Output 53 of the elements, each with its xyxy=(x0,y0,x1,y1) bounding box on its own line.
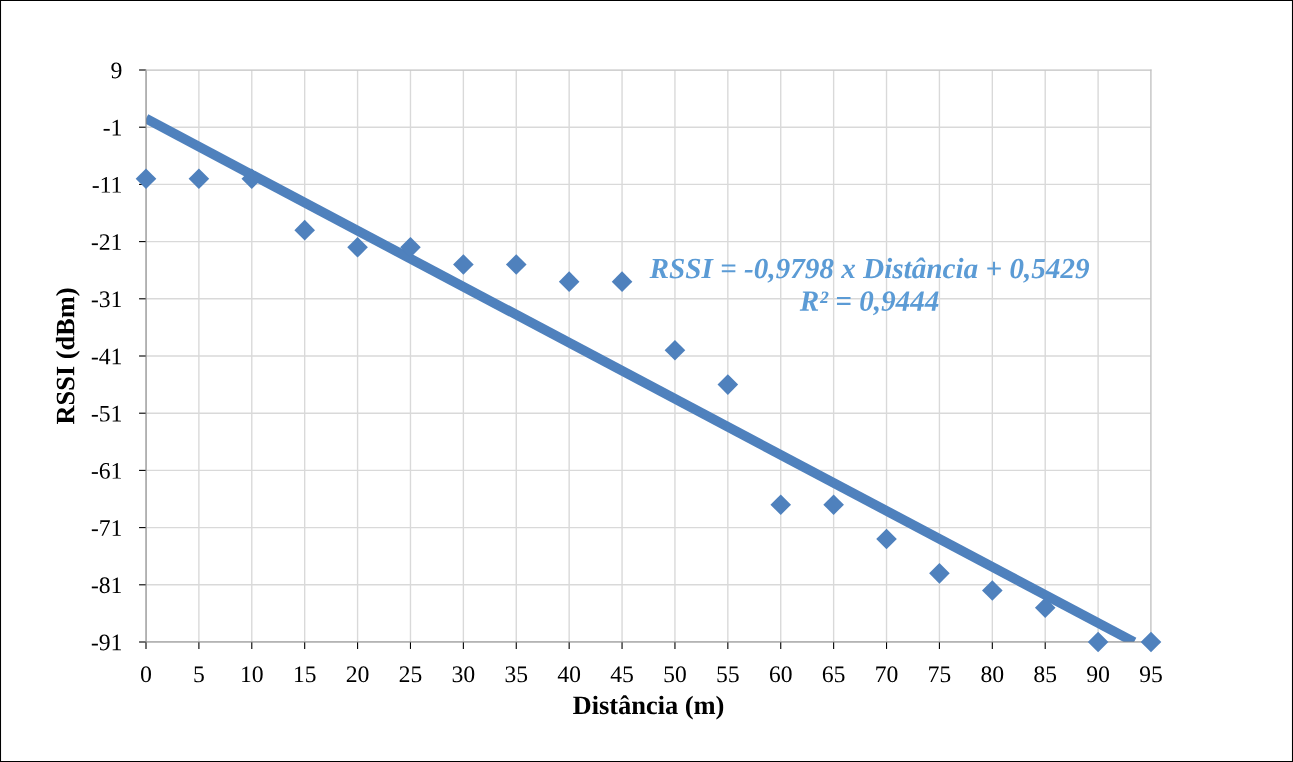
x-tick-label: 75 xyxy=(929,666,951,683)
x-tick-label: 0 xyxy=(141,666,151,683)
point xyxy=(717,374,739,395)
x-axis-title: Distância (m) xyxy=(573,695,724,720)
point xyxy=(1087,631,1109,653)
y-tick-label: -31 xyxy=(91,291,121,308)
y-tick-label: -61 xyxy=(91,462,121,479)
x-tick-label: 40 xyxy=(557,666,581,683)
y-tick-label: -81 xyxy=(91,577,121,594)
point xyxy=(505,254,527,275)
x-tick-label: 50 xyxy=(664,666,686,683)
point xyxy=(347,237,368,258)
y-tick-label: -71 xyxy=(91,520,121,536)
y-tick-label: -41 xyxy=(91,348,121,365)
y-tick-label: 9 xyxy=(111,62,122,79)
point xyxy=(1034,597,1056,618)
x-tick-label: 85 xyxy=(1034,666,1057,683)
x-tick-label: 90 xyxy=(1087,666,1110,683)
point xyxy=(876,528,897,550)
point xyxy=(453,254,474,275)
x-tick-label: 25 xyxy=(399,666,422,683)
x-tick-label: 60 xyxy=(769,666,792,683)
x-tick-label: 5 xyxy=(194,666,204,683)
point xyxy=(188,168,210,189)
point xyxy=(135,168,157,189)
annotation: RSSI = -0,9798 x Distância + 0,5429 R² = 0,9444 xyxy=(649,257,1090,316)
x-tick-label: 20 xyxy=(346,666,369,683)
y-tick-label: -21 xyxy=(91,234,121,250)
y-axis-title: RSSI (dBm) xyxy=(55,288,80,425)
x-tick-label: 70 xyxy=(876,666,898,683)
point xyxy=(823,494,844,516)
y-tick-label: -1 xyxy=(103,119,121,136)
point xyxy=(929,563,950,584)
point xyxy=(558,271,580,292)
x-tick-label: 45 xyxy=(610,666,633,683)
point xyxy=(770,494,792,516)
y-tick-label: -51 xyxy=(91,405,121,422)
point xyxy=(1140,631,1162,653)
x-tick-label: 80 xyxy=(981,666,1004,683)
x-tick-label: 95 xyxy=(1139,666,1162,683)
x-tick-label: 65 xyxy=(822,666,845,683)
point xyxy=(982,580,1003,601)
x-tick-label: 55 xyxy=(717,666,739,683)
x-tick-label: 30 xyxy=(452,666,475,683)
point xyxy=(400,237,421,258)
x-tick-label: 35 xyxy=(505,666,528,683)
y-tick-label: -91 xyxy=(91,634,121,651)
point xyxy=(611,271,633,292)
x-tick-label: 10 xyxy=(242,666,263,683)
point xyxy=(664,339,686,361)
point xyxy=(294,219,315,241)
y-tick-label: -11 xyxy=(92,177,121,193)
x-tick-label: 15 xyxy=(294,666,316,683)
